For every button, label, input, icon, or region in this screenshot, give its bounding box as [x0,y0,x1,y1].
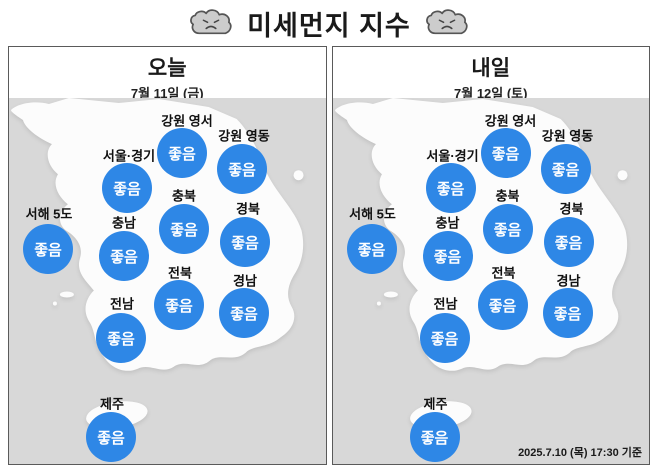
region-name-gyeongbuk: 경북 [236,201,260,217]
region-name-gyeongbuk: 경북 [559,201,584,217]
region-name-seohae-5do: 서해 5도 [25,206,73,222]
region-name-jeonnam: 전남 [110,296,134,312]
region-name-seoul-gyeonggi: 서울·경기 [102,148,156,164]
air-quality-badge-chungnam: 좋음 [99,231,149,281]
region-name-chungnam: 충남 [435,215,460,231]
air-quality-badge-chungnam: 좋음 [422,231,473,281]
air-quality-badge-gangwon-yeongdong: 좋음 [217,144,267,194]
air-quality-badge-jeonbuk: 좋음 [477,280,528,330]
panel-tomorrow-header: 내일 7월 12일 (토) [333,47,650,101]
page-header: 미세먼지 지수 [0,0,658,46]
panel-title-today: 오늘 [147,57,187,80]
air-quality-badge-gyeongbuk: 좋음 [220,217,270,267]
air-quality-badge-gangwon-yeongseo: 좋음 [480,128,531,178]
panel-tomorrow: 내일 7월 12일 (토) 강원 영서 좋음 강원 영동 좋음 서울·경기 좋음 서해 5도… [331,46,650,465]
region-name-jeonnam: 전남 [433,296,458,312]
air-quality-badge-seoul-gyeonggi: 좋음 [102,163,152,213]
korea-map-today: 강원 영서 좋음 강원 영동 좋음 서울·경기 좋음 서해 5도 좋음 충북 좋음 경북 좋음 충남 좋음… [9,98,326,464]
air-quality-badge-seohae-5do: 좋음 [23,224,73,274]
region-name-gangwon-yeongdong: 강원 영동 [218,128,270,144]
reference-timestamp: 2025.7.10 (목) 17:30 기준 [518,447,642,459]
region-name-chungnam: 충남 [112,215,136,231]
air-quality-badge-jeonbuk: 좋음 [154,280,204,330]
air-quality-badge-jeonnam: 좋음 [419,313,470,363]
region-name-jeju: 제주 [100,396,124,412]
region-name-jeonbuk: 전북 [168,265,192,281]
air-quality-badge-gyeongnam: 좋음 [542,288,593,338]
region-name-seoul-gyeonggi: 서울·경기 [426,148,479,164]
air-quality-badge-jeju: 좋음 [86,412,136,462]
air-quality-badge-gangwon-yeongdong: 좋음 [540,144,591,194]
air-quality-badge-jeju: 좋음 [409,412,460,462]
region-name-jeju: 제주 [423,396,448,412]
air-quality-badge-chungbuk: 좋음 [159,204,209,254]
air-quality-badge-gangwon-yeongseo: 좋음 [157,128,207,178]
panel-today: 오늘 7월 11일 (금) 강원 영서 좋음 강원 영동 좋음 서울·경기 좋음 서해 5도… [8,46,327,465]
air-quality-badge-chungbuk: 좋음 [482,204,533,254]
region-name-jeonbuk: 전북 [491,265,516,281]
region-name-chungbuk: 충북 [495,188,520,204]
panel-date-tomorrow: 7월 12일 (토) [454,86,528,101]
panel-title-tomorrow: 내일 [471,57,511,80]
region-name-gangwon-yeongdong: 강원 영동 [541,128,594,144]
panel-date-today: 7월 11일 (금) [130,86,204,101]
sad-cloud-icon [425,9,469,37]
air-quality-badge-seohae-5do: 좋음 [346,224,397,274]
air-quality-badge-seoul-gyeonggi: 좋음 [425,163,476,213]
korea-map-tomorrow: 강원 영서 좋음 강원 영동 좋음 서울·경기 좋음 서해 5도 좋음 충북 좋음 경북 좋음 충남 좋음… [332,98,649,464]
forecast-panels: 오늘 7월 11일 (금) 강원 영서 좋음 강원 영동 좋음 서울·경기 좋음 서해 5도… [8,46,650,465]
page-title: 미세먼지 지수 [247,10,411,41]
region-name-gangwon-yeongseo: 강원 영서 [484,113,537,129]
air-quality-badge-gyeongnam: 좋음 [219,288,269,338]
air-quality-badge-jeonnam: 좋음 [96,313,146,363]
region-name-gangwon-yeongseo: 강원 영서 [161,113,213,129]
sad-cloud-icon [189,9,233,37]
region-name-seohae-5do: 서해 5도 [349,206,396,222]
panel-today-header: 오늘 7월 11일 (금) [9,47,326,101]
air-quality-badge-gyeongbuk: 좋음 [543,217,594,267]
region-name-chungbuk: 충북 [172,188,196,204]
region-name-gyeongnam: 경남 [233,273,257,289]
region-name-gyeongnam: 경남 [556,273,581,289]
